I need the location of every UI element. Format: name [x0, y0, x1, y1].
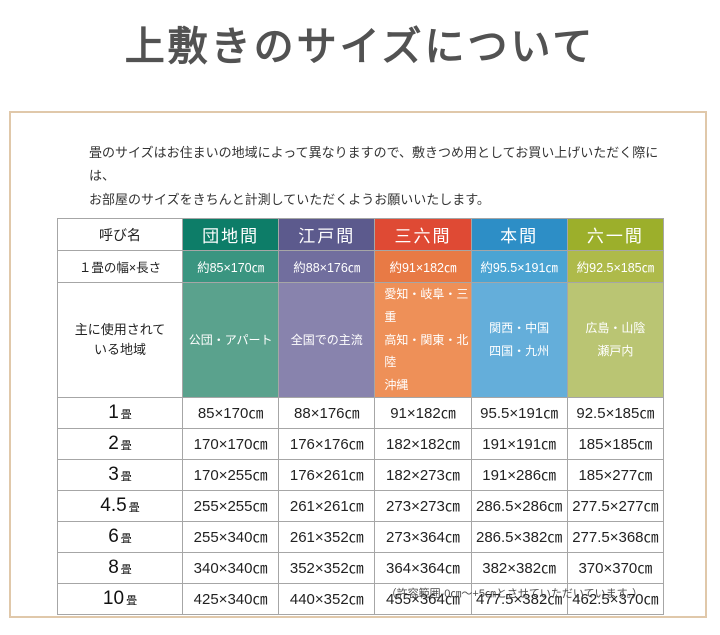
size-cell: 425×340㎝	[183, 583, 280, 615]
size-cell: 277.5×368㎝	[567, 521, 664, 553]
mat-count: 2	[108, 432, 119, 454]
region-cell: 広島・山陰 瀬戸内	[567, 283, 664, 398]
size-cell: 364×364㎝	[375, 552, 472, 584]
region-cell: 愛知・岐阜・三重 高知・関東・北陸 沖縄	[375, 283, 472, 398]
tolerance-note: （許容範囲-0㎝～+5㎝とさせていただいています。）	[385, 588, 643, 600]
table-row-4-5jo: 4.5 畳 255×255㎝ 261×261㎝ 273×273㎝ 286.5×28…	[58, 490, 664, 522]
mat-unit: 畳	[120, 470, 132, 483]
size-cell: 185×185㎝	[567, 428, 664, 460]
size-cell: 277.5×277㎝	[567, 490, 664, 522]
row-label-unit-size: １畳の幅×長さ	[58, 251, 183, 283]
unit-size-cell: 約85×170㎝	[183, 251, 280, 283]
size-cell: 261×261㎝	[279, 490, 376, 522]
size-cell: 182×273㎝	[375, 459, 472, 491]
size-cell: 370×370㎝	[567, 552, 664, 584]
size-cell: 455×364㎝	[375, 583, 472, 615]
intro-line-1: 畳のサイズはお住まいの地域によって異なりますので、敷きつめ用としてお買い上げいた…	[89, 145, 659, 184]
size-cell: 185×277㎝	[567, 459, 664, 491]
region-cell: 公団・アパート	[183, 283, 280, 398]
mat-unit: 畳	[120, 532, 132, 545]
intro-line-2: お部屋のサイズをきちんと計測していただくようお願いいたします。	[89, 191, 490, 207]
size-cell: 352×352㎝	[279, 552, 376, 584]
size-cell: 88×176㎝	[279, 397, 376, 429]
mat-unit: 畳	[120, 408, 132, 421]
unit-size-cell: 約88×176㎝	[279, 251, 376, 283]
size-cell: 95.5×191㎝	[471, 397, 568, 429]
size-cell: 91×182㎝	[375, 397, 472, 429]
unit-size-cell: 約91×182㎝	[375, 251, 472, 283]
mat-count: 10	[102, 587, 125, 609]
region-cell: 関西・中国 四国・九州	[471, 283, 568, 398]
size-cell: 176×176㎝	[279, 428, 376, 460]
size-cell: 286.5×382㎝	[471, 521, 568, 553]
region-row: 主に使用されて いる地域 公団・アパート 全国での主流 愛知・岐阜・三重 高知・…	[58, 283, 664, 398]
size-cell: 255×340㎝	[183, 521, 280, 553]
mat-count: 8	[108, 556, 119, 578]
mat-count: 6	[108, 525, 119, 547]
size-cell: 92.5×185㎝	[567, 397, 664, 429]
size-cell: 440×352㎝	[279, 583, 376, 615]
size-cell: 170×170㎝	[183, 428, 280, 460]
size-cell: 170×255㎝	[183, 459, 280, 491]
table-header-row: 呼び名 団地間 江戸間 三六間 本間 六一間	[58, 219, 664, 251]
mat-unit: 畳	[126, 594, 138, 607]
size-cell: 261×352㎝	[279, 521, 376, 553]
size-cell: 191×191㎝	[471, 428, 568, 460]
mat-count: 3	[108, 463, 119, 485]
column-header-danchima: 団地間	[183, 219, 280, 251]
region-cell: 全国での主流	[279, 283, 376, 398]
column-header-honma: 本間	[471, 219, 568, 251]
table-row-10jo: 10 畳 425×340㎝ 440×352㎝ 455×364㎝ 477.5×382…	[58, 583, 664, 615]
mat-unit: 畳	[120, 563, 132, 576]
unit-size-row: １畳の幅×長さ 約85×170㎝ 約88×176㎝ 約91×182㎝ 約95.5…	[58, 251, 664, 283]
tatami-size-table: 呼び名 団地間 江戸間 三六間 本間 六一間 １畳の幅×長さ 約85×170㎝ …	[57, 218, 664, 615]
column-header-edoma: 江戸間	[279, 219, 376, 251]
column-header-sabuma: 三六間	[375, 219, 472, 251]
mat-count: 4.5	[100, 494, 127, 516]
size-cell: 255×255㎝	[183, 490, 280, 522]
mat-count: 1	[108, 401, 119, 423]
size-cell: 462.5×370㎝	[567, 583, 664, 615]
unit-size-cell: 約95.5×191㎝	[471, 251, 568, 283]
row-label-region: 主に使用されて いる地域	[58, 283, 183, 398]
row-label-10jo: 10 畳	[58, 583, 183, 615]
size-cell: 85×170㎝	[183, 397, 280, 429]
size-cell: 273×364㎝	[375, 521, 472, 553]
size-cell: 340×340㎝	[183, 552, 280, 584]
column-header-name: 呼び名	[58, 219, 183, 251]
size-cell: 382×382㎝	[471, 552, 568, 584]
mat-unit: 畳	[128, 501, 140, 514]
intro-text: 畳のサイズはお住まいの地域によって異なりますので、敷きつめ用としてお買い上げいた…	[89, 141, 665, 211]
size-cell: 176×261㎝	[279, 459, 376, 491]
mat-unit: 畳	[120, 439, 132, 452]
size-cell: 182×182㎝	[375, 428, 472, 460]
size-cell: 191×286㎝	[471, 459, 568, 491]
row-label-4-5jo: 4.5 畳	[58, 490, 183, 522]
size-cell: 273×273㎝	[375, 490, 472, 522]
unit-size-cell: 約92.5×185㎝	[567, 251, 664, 283]
size-cell: 477.5×382㎝	[471, 583, 568, 615]
page-title: 上敷きのサイズについて	[124, 24, 596, 69]
size-cell: 286.5×286㎝	[471, 490, 568, 522]
column-header-rokuichima: 六一間	[567, 219, 664, 251]
content-panel: 畳のサイズはお住まいの地域によって異なりますので、敷きつめ用としてお買い上げいた…	[9, 111, 707, 618]
